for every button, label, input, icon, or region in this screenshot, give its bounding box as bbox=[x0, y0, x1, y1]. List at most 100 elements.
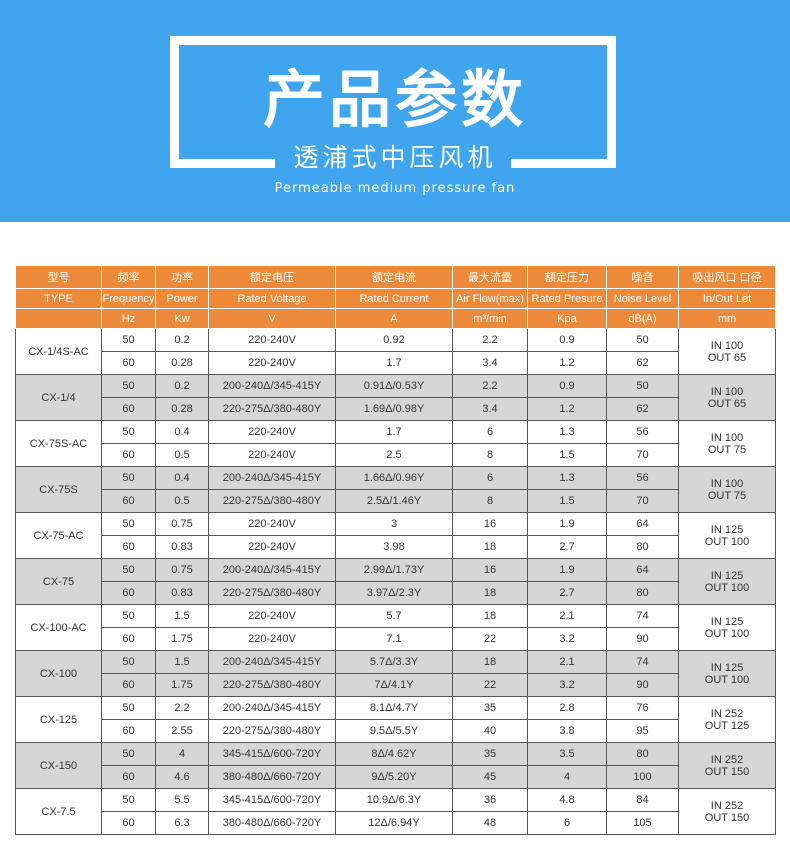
value-cell: 6 bbox=[452, 466, 528, 490]
value-cell: 60 bbox=[101, 351, 156, 375]
value-cell: 3 bbox=[335, 512, 453, 536]
value-cell: 3.98 bbox=[335, 535, 453, 559]
port-in: IN 252 bbox=[710, 707, 744, 720]
table-row: 60 2.55 220-275Δ/380-480Y 9.5Δ/5.5Y 40 3.8 95 bbox=[16, 719, 776, 743]
header-unit-cell: A bbox=[335, 308, 453, 329]
table-row: 60 0.28 220-240V 1.7 3.4 1.2 62 bbox=[16, 351, 776, 375]
header-en-row: TYPE Frequency Power Rated Voltage Rated Cur… bbox=[15, 288, 776, 309]
port-cell: IN 125 OUT 100 bbox=[678, 512, 776, 559]
frame-bottom-right bbox=[511, 159, 616, 168]
table-row: CX-100 50 1.5 200-240Δ/345-415Y 5.7Δ/3.3Y 18 2… bbox=[15, 650, 776, 697]
value-cell: 0.9 bbox=[527, 328, 607, 352]
table-row: 60 0.5 220-240V 2.5 8 1.5 70 bbox=[16, 443, 776, 467]
table-row: 60 0.28 220-275Δ/380-480Y 1.69Δ/0.98Y 3.4 1.2… bbox=[16, 397, 776, 421]
header-en-cell: Rated Current bbox=[335, 288, 453, 309]
value-cell: 1.7 bbox=[335, 351, 453, 375]
value-cell: 105 bbox=[606, 811, 679, 835]
value-cell: 7Δ/4.1Y bbox=[335, 673, 453, 697]
value-cell: 0.4 bbox=[155, 420, 209, 444]
table-row: CX-7.5 50 5.5 345-415Δ/600-720Y 10.9Δ/6.3Y 36… bbox=[15, 788, 776, 835]
value-cell: 35 bbox=[452, 696, 528, 720]
value-cell: 18 bbox=[452, 650, 528, 674]
value-cell: 0.83 bbox=[155, 535, 209, 559]
value-cell: 45 bbox=[452, 765, 528, 789]
value-cell: 1.7 bbox=[335, 420, 453, 444]
value-cell: 1.66Δ/0.96Y bbox=[335, 466, 453, 490]
port-out: OUT 150 bbox=[704, 765, 750, 778]
port-in: IN 252 bbox=[710, 799, 744, 812]
table-row: CX-75-AC 50 0.75 220-240V 3 16 1.9 64 IN 125 OUT … bbox=[15, 512, 776, 559]
value-cell: 220-240V bbox=[208, 512, 336, 536]
value-cell: 10.9Δ/6.3Y bbox=[335, 788, 453, 812]
value-cell: 18 bbox=[452, 604, 528, 628]
value-cell: 6 bbox=[452, 420, 528, 444]
value-cell: 12Δ/6.94Y bbox=[335, 811, 453, 835]
port-out: OUT 100 bbox=[704, 535, 750, 548]
header-unit-cell: Kw bbox=[155, 308, 209, 329]
value-cell: 76 bbox=[606, 696, 679, 720]
value-cell: 1.5 bbox=[527, 443, 607, 467]
model-type-cell: CX-1/4S-AC bbox=[15, 328, 102, 375]
header-unit-cell bbox=[15, 308, 102, 329]
port-out: OUT 65 bbox=[707, 351, 747, 364]
value-cell: 50 bbox=[101, 604, 156, 628]
table-row: 60 6.3 380-480Δ/660-720Y 12Δ/6.94Y 48 6 105 bbox=[16, 811, 776, 835]
header-cn-cell: 频率 bbox=[101, 265, 156, 289]
value-cell: 48 bbox=[452, 811, 528, 835]
model-type-cell: CX-75-AC bbox=[15, 512, 102, 559]
value-cell: 3.4 bbox=[452, 397, 528, 421]
value-cell: 50 bbox=[101, 328, 156, 352]
value-cell: 2.99Δ/1.73Y bbox=[335, 558, 453, 582]
header-cn-cell: 型号 bbox=[15, 265, 102, 289]
port-in: IN 125 bbox=[710, 523, 744, 536]
port-out: OUT 125 bbox=[704, 719, 750, 732]
port-in: IN 100 bbox=[710, 339, 744, 352]
value-cell: 8Δ/4.62Y bbox=[335, 742, 453, 766]
header-en-cell: Frequency bbox=[101, 288, 156, 309]
value-cell: 60 bbox=[101, 673, 156, 697]
frame-top bbox=[170, 36, 616, 45]
value-cell: 0.5 bbox=[155, 443, 209, 467]
value-cell: 80 bbox=[606, 535, 679, 559]
value-cell: 0.75 bbox=[155, 512, 209, 536]
value-cell: 5.7Δ/3.3Y bbox=[335, 650, 453, 674]
value-cell: 2.5Δ/1.46Y bbox=[335, 489, 453, 513]
value-cell: 1.2 bbox=[527, 397, 607, 421]
port-cell: IN 252 OUT 150 bbox=[678, 788, 776, 835]
table-row: 60 0.83 220-240V 3.98 18 2.7 80 bbox=[16, 535, 776, 559]
header-cn-cell: 额定电压 bbox=[208, 265, 336, 289]
value-cell: 4 bbox=[527, 765, 607, 789]
model-type-cell: CX-75 bbox=[15, 558, 102, 605]
spec-table: 型号 频率 功率 额定电压 额定电流 最大流量 额定压力 噪音 吸出风口 口径 TYPE Frequ… bbox=[15, 265, 776, 835]
port-cell: IN 125 OUT 100 bbox=[678, 604, 776, 651]
value-cell: 220-275Δ/380-480Y bbox=[208, 673, 336, 697]
value-cell: 3.4 bbox=[452, 351, 528, 375]
value-cell: 2.8 bbox=[527, 696, 607, 720]
value-cell: 56 bbox=[606, 466, 679, 490]
value-cell: 1.2 bbox=[527, 351, 607, 375]
table-row: 60 4.6 380-480Δ/660-720Y 9Δ/5.20Y 45 4 100 bbox=[16, 765, 776, 789]
header-unit-cell: Kpa bbox=[527, 308, 607, 329]
value-cell: 6 bbox=[527, 811, 607, 835]
header-banner: 产品参数 透浦式中压风机 Permeable medium pressure f… bbox=[0, 0, 790, 222]
value-cell: 50 bbox=[101, 742, 156, 766]
port-cell: IN 100 OUT 65 bbox=[678, 374, 776, 421]
port-out: OUT 75 bbox=[707, 443, 747, 456]
frame-bottom-left bbox=[170, 159, 275, 168]
value-cell: 1.3 bbox=[527, 466, 607, 490]
port-out: OUT 100 bbox=[704, 581, 750, 594]
value-cell: 220-240V bbox=[208, 627, 336, 651]
value-cell: 90 bbox=[606, 673, 679, 697]
port-out: OUT 75 bbox=[707, 489, 747, 502]
value-cell: 0.4 bbox=[155, 466, 209, 490]
value-cell: 74 bbox=[606, 650, 679, 674]
port-out: OUT 150 bbox=[704, 811, 750, 824]
value-cell: 200-240Δ/345-415Y bbox=[208, 696, 336, 720]
value-cell: 380-480Δ/660-720Y bbox=[208, 765, 336, 789]
value-cell: 4 bbox=[155, 742, 209, 766]
value-cell: 7.1 bbox=[335, 627, 453, 651]
table-row: CX-1/4 50 0.2 200-240Δ/345-415Y 0.91Δ/0.53Y 2… bbox=[15, 374, 776, 421]
value-cell: 50 bbox=[101, 512, 156, 536]
page-subtitle: 透浦式中压风机 bbox=[293, 143, 497, 172]
value-cell: 3.2 bbox=[527, 673, 607, 697]
